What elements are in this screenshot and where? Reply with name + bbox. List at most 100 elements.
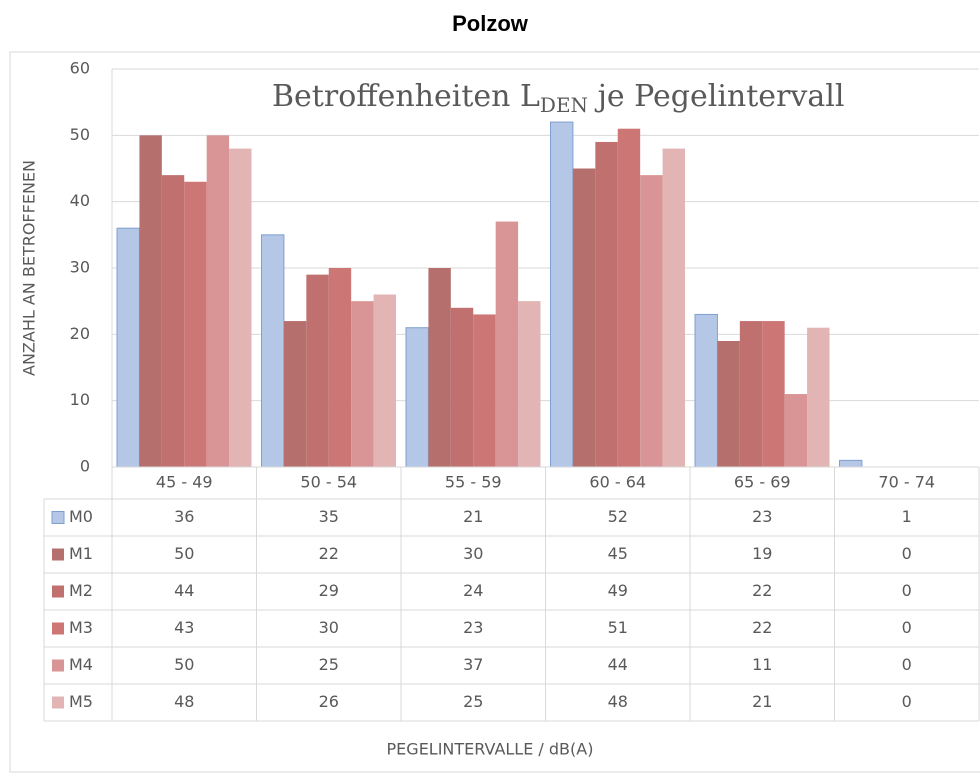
table-value: 30 xyxy=(463,544,483,563)
x-tick-label: 65 - 69 xyxy=(734,473,791,492)
y-tick-label: 60 xyxy=(70,59,90,78)
table-value: 22 xyxy=(752,581,772,600)
table-value: 25 xyxy=(319,655,339,674)
table-value: 0 xyxy=(902,618,912,637)
table-value: 22 xyxy=(752,618,772,637)
y-tick-label: 40 xyxy=(70,191,90,210)
legend-label: M1 xyxy=(69,544,93,563)
bar xyxy=(283,321,307,467)
bar xyxy=(139,135,162,468)
bar xyxy=(739,321,763,467)
table-value: 48 xyxy=(174,692,194,711)
bar xyxy=(328,268,352,467)
table-value: 29 xyxy=(319,581,339,600)
bar xyxy=(450,307,474,467)
bar xyxy=(662,148,685,467)
y-axis-label: ANZAHL AN BETROFFENEN xyxy=(20,160,39,376)
legend-swatch xyxy=(52,585,64,598)
annotation-suffix: je Pegelintervall xyxy=(588,79,844,114)
table-value: 25 xyxy=(463,692,483,711)
table-value: 11 xyxy=(752,655,772,674)
table-value: 48 xyxy=(608,692,628,711)
x-tick-label: 45 - 49 xyxy=(156,473,213,492)
legend-label: M0 xyxy=(69,507,93,526)
bar xyxy=(762,321,785,467)
table-value: 37 xyxy=(463,655,483,674)
table-value: 44 xyxy=(608,655,628,674)
bar xyxy=(428,268,451,467)
table-value: 0 xyxy=(902,692,912,711)
bar xyxy=(595,141,618,467)
x-tick-label: 60 - 64 xyxy=(589,473,646,492)
table-value: 23 xyxy=(463,618,483,637)
x-axis-label: PEGELINTERVALLE / dB(A) xyxy=(387,740,594,759)
bar xyxy=(373,294,396,467)
table-value: 23 xyxy=(752,507,772,526)
bar xyxy=(206,135,230,468)
legend-swatch xyxy=(52,622,64,635)
legend-swatch xyxy=(52,696,64,709)
legend-label: M2 xyxy=(69,581,93,600)
table-value: 0 xyxy=(902,655,912,674)
annotation-subscript: DEN xyxy=(540,93,588,117)
table-value: 52 xyxy=(608,507,628,526)
table-value: 43 xyxy=(174,618,194,637)
bar xyxy=(405,327,429,468)
bar xyxy=(229,148,252,467)
chart-title: Polzow xyxy=(452,11,529,36)
legend-label: M3 xyxy=(69,618,93,637)
bar xyxy=(306,274,329,467)
annotation-text: Betroffenheiten L xyxy=(272,79,540,114)
bar xyxy=(807,327,830,467)
table-value: 50 xyxy=(174,544,194,563)
bar xyxy=(518,301,541,467)
x-tick-label: 50 - 54 xyxy=(300,473,357,492)
table-value: 49 xyxy=(608,581,628,600)
legend-swatch xyxy=(51,511,65,524)
table-value: 51 xyxy=(608,618,628,637)
legend-swatch xyxy=(52,659,64,672)
table-value: 36 xyxy=(174,507,194,526)
table-value: 44 xyxy=(174,581,194,600)
table-value: 0 xyxy=(902,544,912,563)
table-value: 21 xyxy=(463,507,483,526)
bar xyxy=(161,175,185,467)
bar xyxy=(640,175,663,467)
bar xyxy=(717,340,740,467)
table-value: 22 xyxy=(319,544,339,563)
bar xyxy=(473,314,496,467)
y-tick-label: 20 xyxy=(70,324,90,343)
bar xyxy=(495,221,519,467)
table-value: 45 xyxy=(608,544,628,563)
table-value: 50 xyxy=(174,655,194,674)
annotation: Betroffenheiten LDEN je Pegelintervall xyxy=(272,79,844,117)
bar xyxy=(116,227,140,468)
table-value: 35 xyxy=(319,507,339,526)
bar xyxy=(839,459,863,468)
y-tick-label: 0 xyxy=(80,457,90,476)
bar xyxy=(550,121,574,468)
table-value: 26 xyxy=(319,692,339,711)
bar xyxy=(351,301,374,467)
bar xyxy=(261,234,285,468)
bar xyxy=(784,394,808,467)
legend-swatch xyxy=(52,548,64,561)
bar xyxy=(694,313,718,468)
y-tick-label: 30 xyxy=(70,258,90,277)
bar xyxy=(572,168,596,467)
table-value: 0 xyxy=(902,581,912,600)
table-value: 24 xyxy=(463,581,483,600)
y-tick-label: 50 xyxy=(70,125,90,144)
legend-label: M5 xyxy=(69,692,93,711)
x-tick-label: 55 - 59 xyxy=(445,473,502,492)
table-value: 21 xyxy=(752,692,772,711)
chart-border xyxy=(9,51,980,773)
table-value: 1 xyxy=(902,507,912,526)
y-tick-label: 10 xyxy=(70,390,90,409)
bar xyxy=(617,128,641,467)
bar xyxy=(184,181,207,467)
legend-label: M4 xyxy=(69,655,93,674)
table-value: 30 xyxy=(319,618,339,637)
table-value: 19 xyxy=(752,544,772,563)
